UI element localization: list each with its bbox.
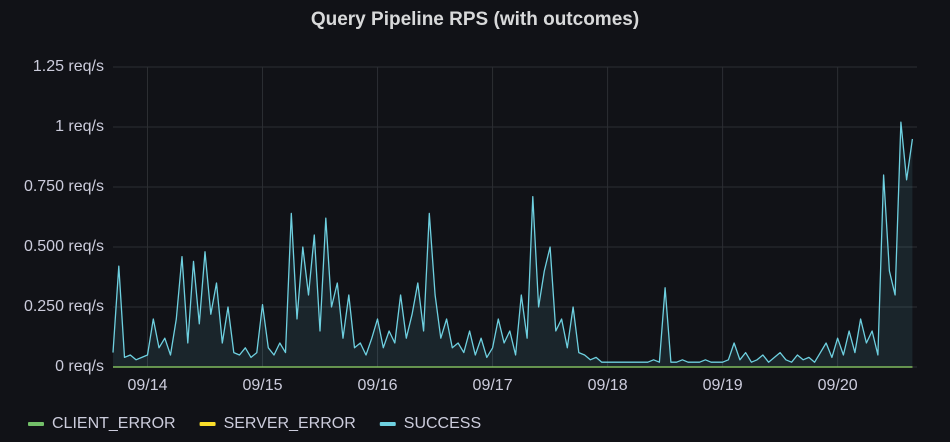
- series-area: [113, 122, 913, 367]
- legend-label: CLIENT_ERROR: [52, 415, 176, 432]
- y-tick-label: 0.500 req/s: [24, 238, 104, 255]
- chart-title: Query Pipeline RPS (with outcomes): [311, 9, 639, 30]
- x-tick-label: 09/19: [703, 377, 743, 394]
- legend-label: SUCCESS: [404, 415, 481, 432]
- x-tick-label: 09/14: [127, 377, 167, 394]
- x-tick-label: 09/16: [358, 377, 398, 394]
- y-tick-label: 0 req/s: [55, 358, 104, 375]
- legend-item: CLIENT_ERROR: [28, 415, 176, 432]
- y-tick-label: 1 req/s: [55, 118, 104, 135]
- x-tick-label: 09/20: [818, 377, 858, 394]
- x-tick-label: 09/15: [243, 377, 283, 394]
- legend-swatch: [28, 422, 44, 426]
- x-tick-label: 09/17: [473, 377, 513, 394]
- legend-item: SUCCESS: [379, 415, 481, 432]
- y-tick-label: 1.25 req/s: [33, 58, 104, 75]
- legend-item: SERVER_ERROR: [199, 415, 356, 432]
- legend-swatch: [199, 422, 216, 426]
- y-tick-label: 0.250 req/s: [24, 298, 104, 315]
- series-line: [112, 121, 914, 363]
- legend-label: SERVER_ERROR: [224, 415, 356, 432]
- y-tick-label: 0.750 req/s: [24, 178, 104, 195]
- x-tick-label: 09/18: [588, 377, 628, 394]
- legend-swatch: [379, 422, 396, 426]
